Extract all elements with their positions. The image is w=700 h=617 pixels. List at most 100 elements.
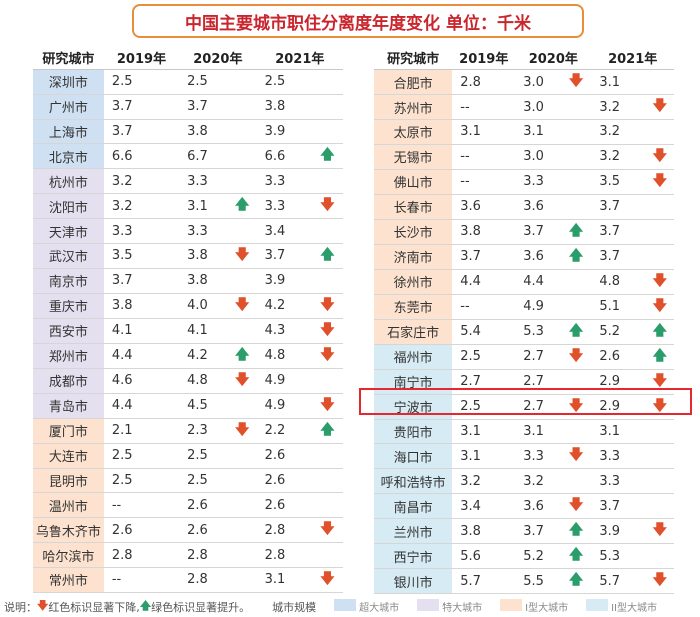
value-2021: 3.3 <box>591 468 646 495</box>
arrow-down-icon: 🡇 <box>37 599 49 612</box>
table-row: 海口市 3.1 3.3 🡇 3.3 <box>374 443 674 470</box>
header-city: 研究城市 <box>374 45 453 70</box>
value-2019: 3.6 <box>452 194 516 220</box>
city-name: 长春市 <box>374 194 453 220</box>
left-table: 研究城市 2019年 2020年 2021年 深圳市 2.5 2.5 2.5 广州市 3.… <box>33 45 343 593</box>
value-2021: 3.7 <box>591 194 646 220</box>
value-2020: 3.8 <box>179 119 228 145</box>
value-2020: 2.3 <box>179 418 228 444</box>
arrow-up-icon: 🡅 <box>568 322 584 339</box>
arrow-down-icon: 🡇 <box>320 570 335 587</box>
value-2020: 3.3 <box>179 168 228 195</box>
legend-label: 特大城市 <box>442 603 483 614</box>
trend-cell <box>311 542 343 568</box>
trend-cell: 🡇 <box>311 293 343 319</box>
city-name: 武汉市 <box>33 243 104 269</box>
value-2019: 3.1 <box>452 443 516 470</box>
value-2019: -- <box>452 294 516 320</box>
trend-cell <box>645 543 674 570</box>
trend-cell: 🡅 <box>311 418 343 444</box>
value-2020: 2.6 <box>179 517 228 544</box>
trend-cell: 🡇 <box>645 144 674 170</box>
value-2019: 2.7 <box>452 369 516 395</box>
arrow-down-icon: 🡇 <box>235 296 250 313</box>
value-2020: 2.7 <box>515 344 561 370</box>
value-2021: 3.9 <box>256 119 312 145</box>
value-2019: 3.2 <box>103 193 180 220</box>
arrow-up-icon: 🡅 <box>652 322 668 339</box>
table-row: 徐州市 4.4 4.4 4.8 🡇 <box>374 269 674 295</box>
table-row: 乌鲁木齐市 2.6 2.6 2.8 🡇 <box>33 517 343 544</box>
value-2021: 3.7 <box>591 493 646 520</box>
arrow-down-icon: 🡇 <box>320 321 335 338</box>
value-2019: 2.5 <box>452 344 516 370</box>
footer-red-note: 红色标识显著下降, <box>48 600 140 614</box>
value-2019: 3.8 <box>452 219 516 245</box>
city-name: 苏州市 <box>374 94 453 120</box>
value-2021: 3.2 <box>591 144 646 170</box>
trend-cell: 🡇 <box>311 193 343 220</box>
trend-cell <box>560 468 592 495</box>
table-row: 石家庄市 5.4 5.3 🡅 5.2 🡅 <box>374 319 674 345</box>
city-name: 深圳市 <box>33 69 104 95</box>
value-2020: 3.3 <box>515 443 561 470</box>
value-2021: 4.8 <box>256 343 312 369</box>
trend-cell <box>227 69 257 95</box>
value-2020: 6.7 <box>179 143 228 170</box>
trend-cell <box>227 517 257 544</box>
left-header-row: 研究城市 2019年 2020年 2021年 <box>33 45 343 70</box>
value-2021: 3.3 <box>591 443 646 470</box>
value-2021: 3.9 <box>591 518 646 545</box>
city-name: 南昌市 <box>374 493 453 520</box>
trend-cell <box>560 169 592 195</box>
trend-cell <box>560 119 592 145</box>
value-2021: 3.7 <box>256 243 312 269</box>
right-header-row: 研究城市 2019年 2020年 2021年 <box>374 45 674 70</box>
trend-cell <box>560 369 592 395</box>
trend-cell: 🡅 <box>560 518 592 545</box>
arrow-up-icon: 🡅 <box>568 547 584 564</box>
table-row: 成都市 4.6 4.8 🡇 4.9 <box>33 368 343 394</box>
table-row: 贵阳市 3.1 3.1 3.1 <box>374 419 674 445</box>
arrow-up-icon: 🡅 <box>568 247 584 264</box>
trend-cell: 🡇 <box>645 568 674 595</box>
value-2020: 3.1 <box>515 419 561 445</box>
value-2019: 4.4 <box>103 343 180 369</box>
city-name: 大连市 <box>33 443 104 469</box>
trend-cell: 🡇 <box>227 293 257 319</box>
city-name: 温州市 <box>33 492 104 519</box>
value-2021: 3.4 <box>256 218 312 244</box>
arrow-up-icon: 🡅 <box>235 197 250 214</box>
trend-cell <box>560 194 592 220</box>
value-2019: 3.2 <box>103 168 180 195</box>
arrow-down-icon: 🡇 <box>568 447 584 464</box>
arrow-down-icon: 🡇 <box>235 371 250 388</box>
trend-cell: 🡇 <box>645 369 674 395</box>
table-row: 武汉市 3.5 3.8 🡇 3.7 🡅 <box>33 243 343 269</box>
legend-label: II型大城市 <box>611 603 657 614</box>
table-row: 杭州市 3.2 3.3 3.3 <box>33 168 343 195</box>
value-2020: 5.2 <box>515 543 561 570</box>
value-2020: 2.5 <box>179 468 228 494</box>
trend-cell <box>227 318 257 344</box>
trend-cell <box>560 269 592 295</box>
value-2020: 4.2 <box>179 343 228 369</box>
trend-cell <box>645 443 674 470</box>
footer-legend: 说明： 🡇 红色标识显著下降, 🡅 绿色标识显著提升。 城市规模 超大城市 特大城… <box>4 597 657 616</box>
trend-cell <box>227 468 257 494</box>
city-name: 成都市 <box>33 368 104 394</box>
value-2020: 3.6 <box>515 493 561 520</box>
value-2021: 2.5 <box>256 69 312 95</box>
city-name: 南京市 <box>33 268 104 294</box>
arrow-up-icon: 🡅 <box>139 599 152 612</box>
value-2019: 3.7 <box>452 244 516 270</box>
value-2021: 3.5 <box>591 169 646 195</box>
value-2020: 4.0 <box>179 293 228 319</box>
city-name: 上海市 <box>33 119 104 145</box>
table-row: 长沙市 3.8 3.7 🡅 3.7 <box>374 219 674 245</box>
value-2020: 5.3 <box>515 319 561 345</box>
city-name: 无锡市 <box>374 144 453 170</box>
footer-scale-label: 城市规模 <box>272 600 317 614</box>
trend-cell: 🡇 <box>645 294 674 320</box>
arrow-down-icon: 🡇 <box>568 347 584 364</box>
